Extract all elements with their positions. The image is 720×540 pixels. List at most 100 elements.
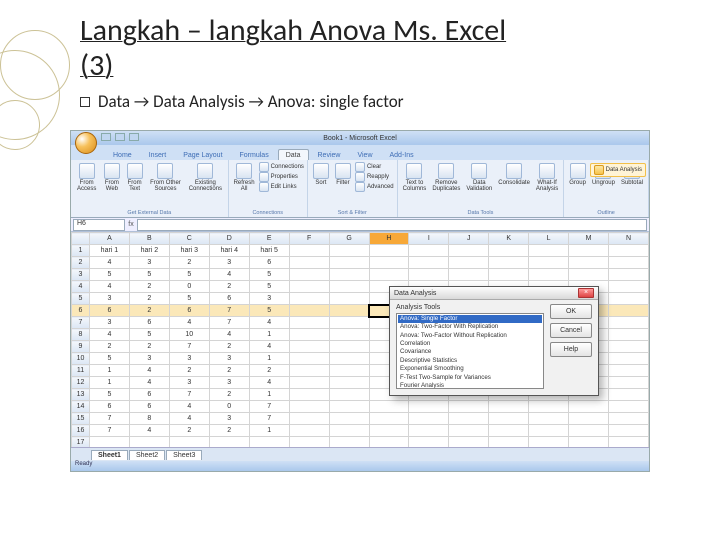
cell[interactable]: hari 1 — [89, 245, 129, 257]
ribbon-button[interactable]: From Access — [74, 162, 99, 193]
cell[interactable] — [609, 245, 649, 257]
cell[interactable]: 5 — [249, 281, 289, 293]
row-header[interactable]: 1 — [72, 245, 90, 257]
cell[interactable] — [369, 425, 409, 437]
cell[interactable] — [329, 317, 369, 329]
cell[interactable] — [609, 365, 649, 377]
col-header[interactable]: F — [289, 233, 329, 245]
list-item[interactable]: Correlation — [398, 340, 542, 348]
ribbon-button[interactable]: From Text — [124, 162, 144, 193]
close-icon[interactable]: × — [578, 288, 594, 298]
office-button-icon[interactable] — [75, 132, 97, 154]
cell[interactable]: 8 — [129, 413, 169, 425]
cell[interactable]: 3 — [169, 377, 209, 389]
cell[interactable]: 7 — [209, 317, 249, 329]
cell[interactable] — [289, 389, 329, 401]
cell[interactable]: 2 — [209, 341, 249, 353]
cell[interactable] — [289, 269, 329, 281]
cell[interactable]: 0 — [209, 401, 249, 413]
cell[interactable]: 1 — [89, 377, 129, 389]
tab-page-layout[interactable]: Page Layout — [175, 149, 230, 160]
cell[interactable] — [289, 413, 329, 425]
cell[interactable] — [369, 413, 409, 425]
cell[interactable]: 7 — [169, 341, 209, 353]
cell[interactable] — [329, 329, 369, 341]
cell[interactable]: 3 — [209, 257, 249, 269]
sheet-tab[interactable]: Sheet2 — [129, 450, 165, 460]
cell[interactable] — [569, 425, 609, 437]
col-header[interactable]: G — [329, 233, 369, 245]
cell[interactable]: 4 — [129, 377, 169, 389]
cell[interactable]: 4 — [169, 317, 209, 329]
row-header[interactable]: 6 — [72, 305, 90, 317]
row-header[interactable]: 15 — [72, 413, 90, 425]
cell[interactable] — [449, 269, 489, 281]
data-analysis-button[interactable]: Data Analysis — [590, 163, 646, 177]
cell[interactable]: 5 — [89, 353, 129, 365]
cell[interactable] — [329, 257, 369, 269]
tab-home[interactable]: Home — [105, 149, 140, 160]
ribbon-button[interactable]: Remove Duplicates — [430, 162, 462, 193]
cell[interactable] — [329, 413, 369, 425]
cell[interactable]: 4 — [249, 377, 289, 389]
cell[interactable] — [289, 305, 329, 317]
cell[interactable]: 6 — [249, 257, 289, 269]
ribbon-button[interactable]: Refresh All — [232, 162, 257, 193]
cell[interactable]: 5 — [249, 269, 289, 281]
row-header[interactable]: 9 — [72, 341, 90, 353]
cell[interactable] — [289, 245, 329, 257]
ribbon-button[interactable]: Existing Connections — [186, 162, 224, 193]
ribbon-button[interactable]: Filter — [333, 162, 353, 187]
cell[interactable]: 2 — [129, 305, 169, 317]
cell[interactable] — [609, 257, 649, 269]
ribbon-button[interactable]: Consolidate — [496, 162, 532, 187]
cell[interactable] — [329, 425, 369, 437]
cell[interactable] — [369, 245, 409, 257]
cell[interactable]: hari 5 — [249, 245, 289, 257]
cell[interactable]: 1 — [249, 353, 289, 365]
cell[interactable] — [569, 269, 609, 281]
cell[interactable]: 3 — [89, 317, 129, 329]
cell[interactable] — [369, 257, 409, 269]
col-header[interactable]: H — [369, 233, 409, 245]
tab-view[interactable]: View — [349, 149, 380, 160]
cell[interactable] — [329, 281, 369, 293]
cell[interactable] — [529, 257, 569, 269]
ribbon-row[interactable]: Properties — [259, 172, 304, 182]
cell[interactable]: 6 — [129, 389, 169, 401]
cell[interactable] — [609, 305, 649, 317]
cell[interactable]: 5 — [169, 293, 209, 305]
ribbon-button[interactable]: From Other Sources — [147, 162, 184, 193]
cell[interactable]: hari 4 — [209, 245, 249, 257]
cell[interactable]: hari 2 — [129, 245, 169, 257]
cell[interactable] — [489, 269, 529, 281]
row-header[interactable]: 14 — [72, 401, 90, 413]
cell[interactable]: 5 — [249, 305, 289, 317]
cell[interactable] — [289, 365, 329, 377]
col-header[interactable]: C — [169, 233, 209, 245]
cell[interactable] — [369, 269, 409, 281]
cell[interactable] — [409, 401, 449, 413]
row-header[interactable]: 12 — [72, 377, 90, 389]
cell[interactable] — [289, 293, 329, 305]
cell[interactable]: 5 — [89, 389, 129, 401]
cell[interactable]: 1 — [249, 425, 289, 437]
cell[interactable]: 1 — [89, 365, 129, 377]
cell[interactable]: 4 — [89, 329, 129, 341]
tab-formulas[interactable]: Formulas — [232, 149, 277, 160]
help-button[interactable]: Help — [550, 342, 592, 357]
ribbon-tabs[interactable]: HomeInsertPage LayoutFormulasDataReviewV… — [71, 145, 649, 160]
ribbon-row[interactable]: Connections — [259, 162, 304, 172]
cell[interactable] — [329, 401, 369, 413]
col-header[interactable]: M — [569, 233, 609, 245]
cell[interactable] — [289, 401, 329, 413]
ribbon-row[interactable]: Reapply — [355, 172, 394, 182]
ribbon-row[interactable]: Clear — [355, 162, 394, 172]
col-header[interactable]: D — [209, 233, 249, 245]
col-header[interactable]: L — [529, 233, 569, 245]
cell[interactable] — [449, 401, 489, 413]
formula-bar[interactable] — [137, 219, 647, 231]
ribbon-button[interactable]: Data Validation — [464, 162, 494, 193]
cell[interactable]: 2 — [169, 365, 209, 377]
list-item[interactable]: Anova: Two-Factor With Replication — [398, 323, 542, 331]
